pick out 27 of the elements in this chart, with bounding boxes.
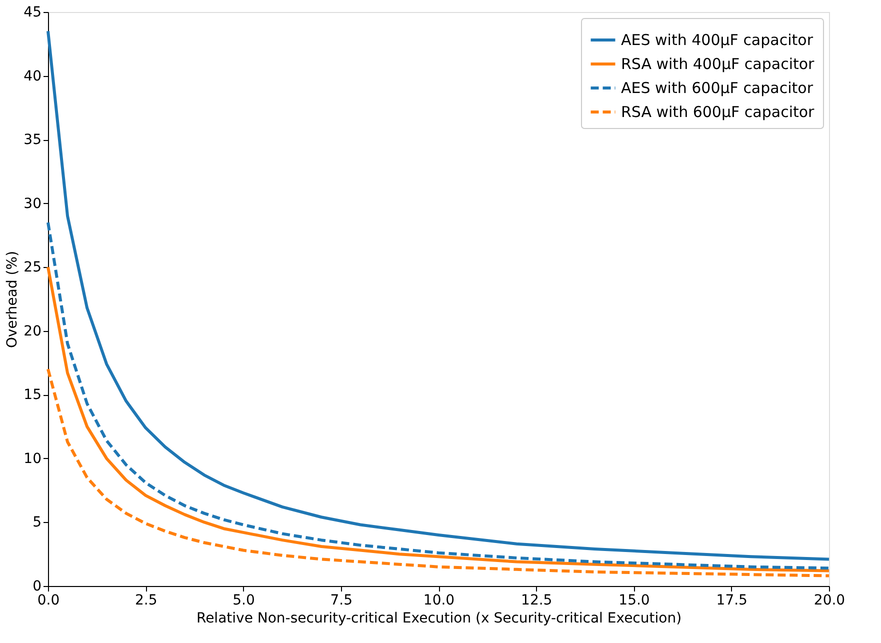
legend-label: RSA with 400μF capacitor — [621, 55, 816, 73]
x-tick-label: 12.5 — [521, 592, 552, 608]
x-tick-label: 5.0 — [232, 592, 255, 608]
legend-label: RSA with 600μF capacitor — [621, 103, 816, 121]
y-tick-label: 10 — [24, 450, 42, 467]
y-tick-label: 0 — [32, 578, 42, 594]
y-tick-label: 20 — [24, 323, 42, 340]
legend-label: AES with 400μF capacitor — [621, 31, 814, 49]
x-tick-label: 10.0 — [423, 592, 455, 608]
x-tick-label: 0.0 — [37, 592, 60, 608]
y-tick-label: 5 — [32, 514, 42, 531]
y-tick-label: 40 — [24, 68, 42, 84]
x-axis-title: Relative Non-security-critical Execution (x Security-critical Execution) — [196, 610, 682, 626]
y-tick-label: 30 — [24, 196, 42, 212]
x-tick-label: 7.5 — [330, 592, 353, 608]
y-axis-title: Overhead (%) — [4, 250, 21, 348]
y-tick-label: 45 — [24, 4, 42, 20]
x-tick-label: 2.5 — [134, 592, 158, 608]
x-tick-label: 15.0 — [618, 592, 650, 608]
line-series — [46, 368, 830, 578]
y-tick-label: 25 — [24, 260, 42, 276]
y-tick-label: 15 — [24, 387, 42, 404]
legend-label: AES with 600μF capacitor — [621, 79, 814, 97]
y-tick-label: 35 — [24, 132, 42, 148]
x-tick-label: 17.5 — [716, 592, 748, 608]
line-series — [46, 30, 830, 561]
x-tick-label: 20.0 — [814, 592, 846, 608]
